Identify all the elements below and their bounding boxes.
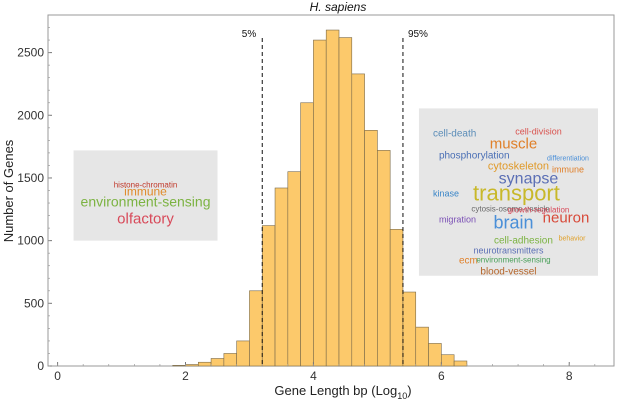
x-tick-label: 0 <box>54 369 61 383</box>
histogram-bar <box>261 225 276 367</box>
y-tick-label: 1000 <box>17 234 44 248</box>
histogram-bar <box>415 326 429 367</box>
wordcloud-word: blood-vessel <box>480 266 536 277</box>
wordcloud-box <box>73 150 218 241</box>
wordcloud-word: environment-sensing <box>476 255 550 264</box>
y-tick-label: 1500 <box>17 171 44 185</box>
wordcloud-word: synapse <box>499 170 559 187</box>
y-tick-label: 500 <box>24 296 44 310</box>
x-tick-label: 2 <box>182 369 189 383</box>
histogram-bar <box>172 365 186 367</box>
histogram-bar <box>441 354 455 367</box>
histogram-bar <box>428 343 442 367</box>
histogram-bars <box>172 29 468 367</box>
wordcloud-word: growth-regulation <box>508 205 570 214</box>
percentile-label: 5% <box>242 29 257 40</box>
histogram-bar <box>287 171 301 367</box>
x-tick-label: 4 <box>310 369 317 383</box>
wordcloud-box <box>418 108 599 276</box>
chart-title: H. sapiens <box>310 0 367 14</box>
y-axis-label: Number of Genes <box>1 139 16 242</box>
histogram-bar <box>236 340 250 367</box>
wordcloud-word: behavior <box>559 235 587 242</box>
histogram-bar <box>223 353 237 367</box>
wordcloud-word: transport <box>473 180 560 205</box>
x-axis: 0 2 4 6 8 <box>54 362 596 383</box>
wordcloud-word: phosphorylation <box>439 150 510 161</box>
wordcloud-word: cell-division <box>515 126 562 136</box>
wordcloud-word: histone-chromatin <box>114 180 178 189</box>
x-axis-label-main: Gene Length bp (Log <box>274 383 397 398</box>
wordcloud-word: differentiation <box>547 155 589 162</box>
wordcloud-word: neurotransmitters <box>473 245 544 255</box>
wordcloud-word: ecm <box>459 255 478 266</box>
wordcloud-word: immune <box>124 184 167 198</box>
wordcloud-word: neuron <box>543 209 590 226</box>
y-tick-label: 2000 <box>17 108 44 122</box>
percentile-lines: 5% 95% <box>242 29 428 366</box>
wordcloud-word: cytosis-osome-vesicle <box>471 204 550 213</box>
histogram-bar <box>389 229 404 367</box>
histogram-bar <box>377 150 391 367</box>
x-axis-label: Gene Length bp (Log10) <box>274 383 411 401</box>
histogram-bar <box>300 102 314 367</box>
x-axis-label-close: ) <box>407 383 411 398</box>
histogram-bar <box>197 361 212 367</box>
wordcloud-word: olfactory <box>117 210 174 227</box>
histogram-bar <box>274 187 289 367</box>
wordcloud-word: brain <box>493 212 533 232</box>
x-tick-label: 8 <box>566 369 573 383</box>
wordcloud-word: migration <box>439 214 476 224</box>
wordcloud-word: immune <box>552 164 584 174</box>
y-tick-label: 2500 <box>17 46 44 60</box>
wordcloud-word: cell-adhesion <box>494 235 553 246</box>
histogram-bar <box>249 290 263 367</box>
histogram-bar <box>338 37 353 367</box>
histogram-bar <box>325 29 340 367</box>
y-tick-label: 0 <box>37 359 44 373</box>
wordcloud-word: cytoskeleton <box>488 160 549 172</box>
histogram-bar <box>402 291 417 367</box>
wordcloud-word: environment-sensing <box>81 193 211 209</box>
x-tick-label: 6 <box>438 369 445 383</box>
histogram-bar <box>364 130 378 367</box>
y-axis: 0 500 1000 1500 2000 2500 <box>17 27 52 373</box>
histogram-bar <box>313 39 327 367</box>
histogram-bar <box>351 73 365 367</box>
histogram-bar <box>185 364 199 367</box>
histogram-bar <box>453 360 468 367</box>
wordcloud-word: cell-death <box>433 128 476 139</box>
histogram-bar <box>210 358 225 367</box>
wordcloud-word: muscle <box>490 135 538 152</box>
wordcloud-word: kinase <box>433 188 459 198</box>
percentile-label: 95% <box>408 29 428 40</box>
x-axis-label-subscript: 10 <box>397 391 407 401</box>
